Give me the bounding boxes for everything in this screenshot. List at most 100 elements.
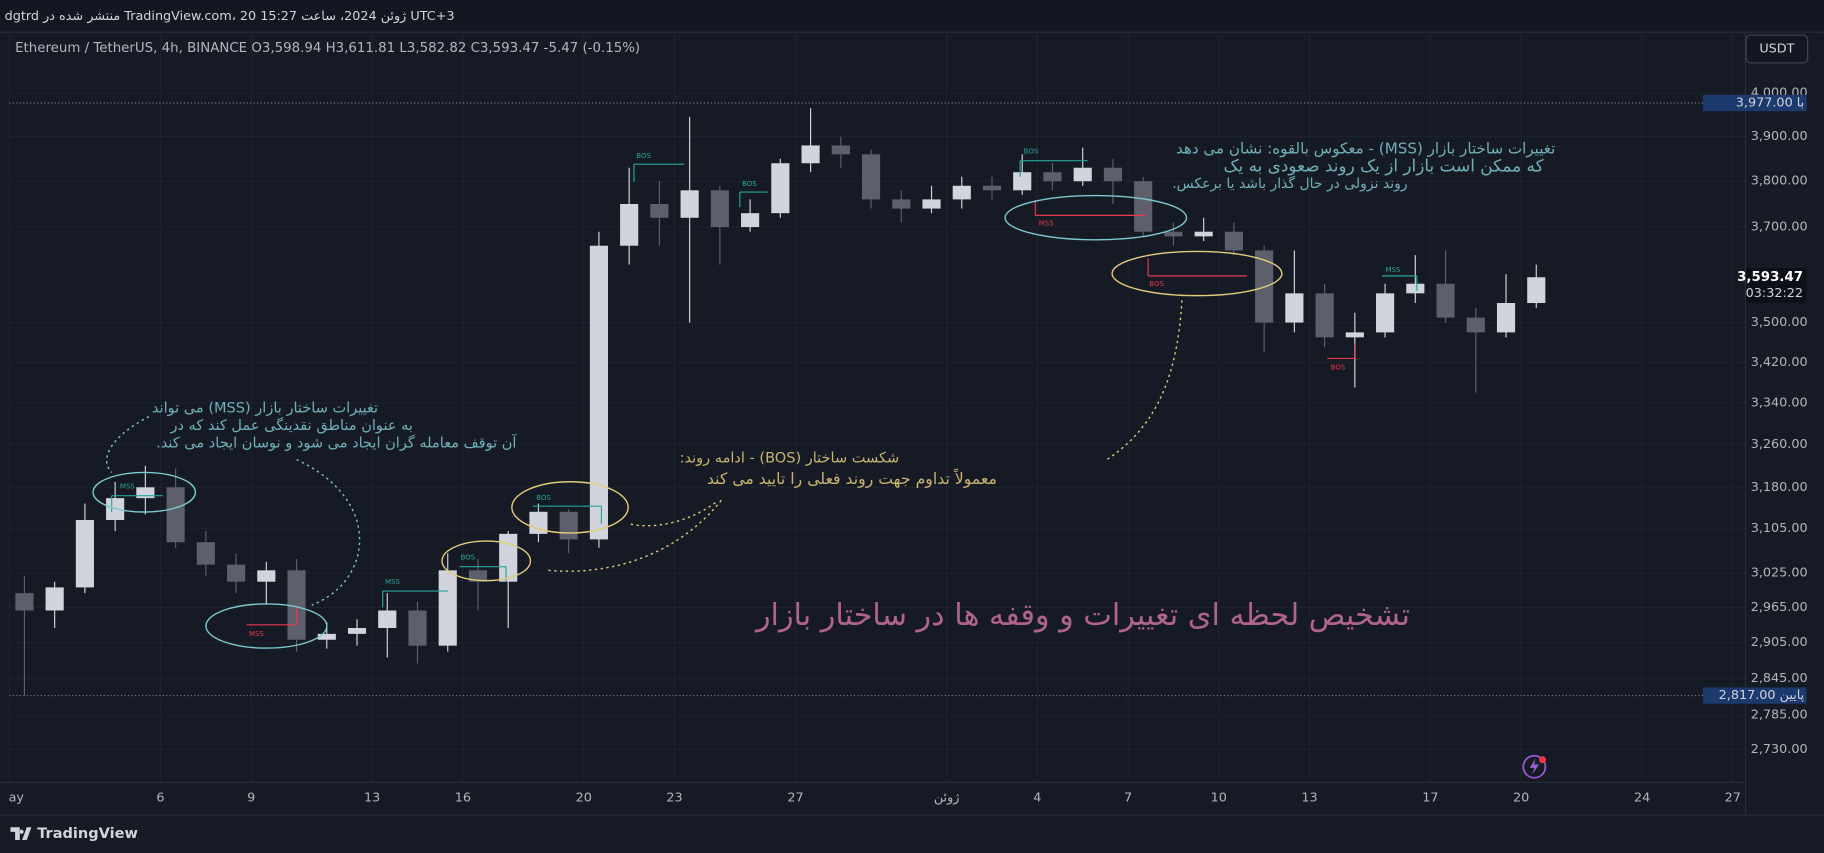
y-tick-label: 3,260.00	[1751, 437, 1808, 452]
candle-body	[1436, 283, 1455, 318]
structure-labels: MSS MSS MSS BOS BOS BOS BOS BOS MSS BOS …	[120, 147, 1401, 638]
candle-body	[922, 199, 941, 209]
y-tick-label: 3,340.00	[1751, 395, 1808, 410]
candle-body	[831, 145, 850, 155]
y-tick-label: 3,105.00	[1751, 521, 1808, 536]
candle-body	[1164, 231, 1183, 237]
marker-line	[1147, 258, 1248, 277]
y-tick-label: 3,420.00	[1751, 355, 1808, 370]
x-tick-label: 13	[1301, 791, 1317, 806]
marker-line	[633, 163, 684, 182]
ellipse	[92, 471, 197, 513]
candle	[1496, 274, 1516, 338]
footer-logo: TradingView	[10, 826, 138, 842]
candle-body	[408, 610, 427, 646]
candle	[710, 185, 729, 265]
y-tick-label: 3,700.00	[1751, 220, 1808, 235]
candle	[741, 199, 760, 232]
candle	[438, 553, 457, 652]
candle-body	[1376, 293, 1395, 333]
connector	[296, 459, 361, 606]
candle-body	[589, 245, 608, 540]
annotation-line: معمولاً تداوم جهت روند فعلی را تایید می …	[707, 469, 997, 489]
x-tick-label: 27	[787, 791, 803, 806]
marker-label: MSS	[120, 482, 135, 490]
legend-text: Ethereum / TetherUS, 4h, BINANCE O3,598.…	[15, 41, 640, 56]
candle	[196, 531, 215, 577]
price-line-box	[1703, 94, 1807, 112]
annotation-line: شکست ساختار (BOS) - ادامه روند:	[680, 450, 900, 466]
candle-body	[861, 154, 881, 200]
annotation-line: به عنوان مناطق نقدینگی عمل کند که در	[169, 416, 413, 434]
candle-body	[529, 511, 548, 534]
candle	[861, 149, 881, 209]
x-tick-label: 23	[666, 791, 682, 806]
x-tick-label: ay	[9, 791, 25, 806]
x-tick-label: 24	[1634, 791, 1650, 806]
candle-body	[378, 610, 397, 628]
annotation-line: آن توقف معامله گران ایجاد می شود و نوسان…	[156, 433, 517, 451]
y-tick-label: 3,500.00	[1751, 315, 1808, 330]
x-tick-label: 17	[1422, 791, 1438, 806]
candle	[1315, 283, 1334, 348]
candle-body	[1496, 303, 1516, 333]
price-line-label: پایین 2,817.00	[1719, 688, 1805, 703]
candle-body	[227, 564, 246, 582]
candle	[227, 553, 246, 594]
x-tick-label: 6	[156, 791, 164, 806]
candle	[650, 181, 669, 246]
candle	[15, 576, 34, 696]
annotation-line: روند نزولی در حال گذار باشد یا برعکس.	[1172, 175, 1407, 192]
candle-body	[650, 203, 669, 218]
candle-body	[1043, 172, 1062, 182]
candle-body	[771, 163, 790, 214]
candle-body	[680, 190, 699, 218]
marker-line	[382, 590, 448, 608]
candle	[801, 108, 820, 173]
candle	[1376, 283, 1395, 338]
y-tick-label: 2,845.00	[1751, 671, 1808, 686]
candle-body	[1103, 167, 1123, 182]
candle	[468, 559, 488, 611]
candle-body	[1315, 293, 1334, 338]
last-price-label: 3,593.47	[1737, 270, 1803, 285]
candle-body	[468, 570, 488, 582]
icon-ring	[1522, 754, 1547, 779]
x-tick-label: ژوئن	[934, 791, 960, 806]
marker-label: BOS	[461, 553, 476, 561]
marker-line	[1034, 200, 1146, 216]
annotation-line: تغییرات ساختار بازار (MSS) می تواند	[152, 400, 378, 416]
candle	[378, 593, 397, 658]
annotation-line: که ممکن است بازار از یک روند صعودی به یک	[1223, 156, 1544, 176]
ellipse	[1111, 250, 1283, 297]
marker-line	[739, 191, 768, 208]
candle-body	[1013, 172, 1032, 191]
candle	[1224, 222, 1243, 256]
marker-label: BOS	[636, 152, 651, 160]
lightning-icon[interactable]	[1522, 754, 1547, 779]
candle-body	[1466, 317, 1485, 333]
candle-body	[499, 533, 518, 582]
y-tick-label: 3,180.00	[1751, 480, 1808, 495]
candle-body	[287, 570, 306, 640]
candle-body	[196, 542, 215, 565]
header-bar	[0, 0, 1824, 32]
candle	[257, 561, 276, 605]
candle-body	[1406, 283, 1425, 294]
x-tick-label: 20	[576, 791, 592, 806]
y-tick-label: 3,025.00	[1751, 566, 1808, 581]
y-tick-label: 3,800.00	[1751, 174, 1808, 189]
candle	[952, 176, 971, 209]
candle	[1406, 255, 1425, 304]
price-line-box	[1703, 687, 1807, 704]
marker-line	[532, 505, 602, 524]
chart-title: تشخیص لحظه ای تغییرات و وقفه ها در ساختا…	[754, 598, 1410, 633]
marker-line	[246, 607, 298, 626]
marker-line	[1019, 160, 1088, 177]
candle-body	[1345, 332, 1364, 338]
candle-body	[166, 487, 185, 543]
candle	[1466, 307, 1485, 393]
x-tick-label: 7	[1124, 791, 1132, 806]
currency-box[interactable]	[1745, 34, 1809, 64]
